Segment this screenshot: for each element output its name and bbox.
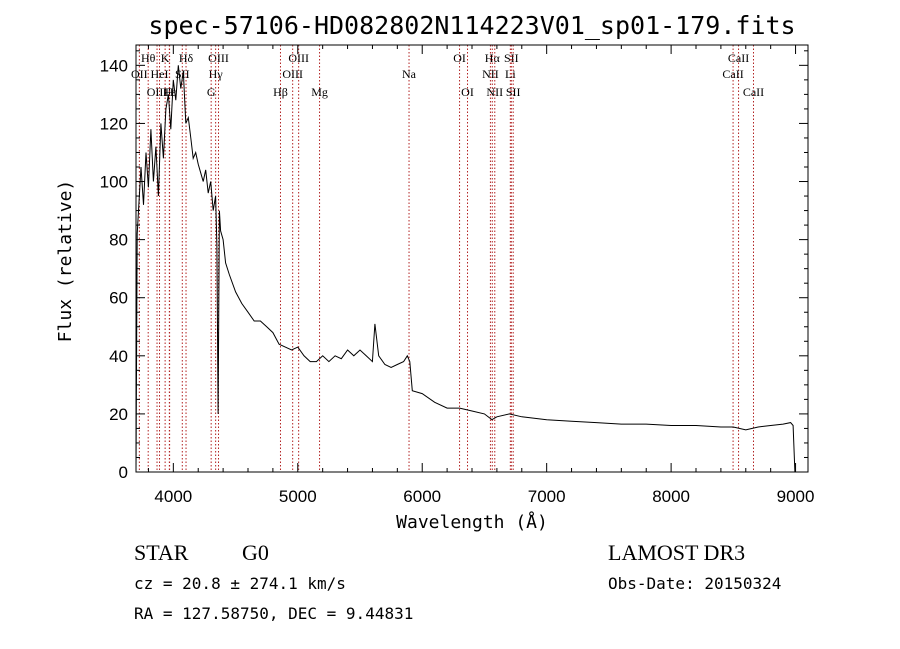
x-axis-label: Wavelength (Å) — [396, 511, 548, 533]
y-axis-label: Flux (relative) — [55, 180, 76, 343]
spectrum-line — [135, 65, 796, 473]
survey-name: LAMOST DR3 — [608, 540, 745, 565]
line-marker-label: Hθ — [141, 51, 156, 65]
line-marker-label: Hβ — [273, 85, 288, 99]
spectral-class: G0 — [242, 540, 269, 565]
y-axis-ticks: 0 20 40 60 80 100 120 140 — [100, 50, 808, 482]
line-marker-label: Hγ — [209, 67, 224, 81]
line-marker-label: NII — [486, 85, 503, 99]
x-tick-label: 6000 — [403, 487, 441, 506]
line-marker-label: CaII — [728, 51, 749, 65]
y-tick-label: 140 — [100, 56, 128, 75]
y-tick-label: 40 — [109, 347, 128, 366]
x-tick-label: 5000 — [279, 487, 317, 506]
line-marker-label: SII — [506, 85, 521, 99]
y-tick-label: 120 — [100, 114, 128, 133]
line-marker-label: OIII — [282, 67, 303, 81]
obs-date: Obs-Date: 20150324 — [608, 574, 781, 593]
object-type: STAR — [134, 540, 189, 565]
line-marker-label: CaII — [722, 67, 743, 81]
line-marker-label: Hα — [485, 51, 501, 65]
y-tick-label: 100 — [100, 173, 128, 192]
line-marker-label: Li — [505, 67, 516, 81]
line-marker-label: OII — [131, 67, 148, 81]
line-marker-label: OIII — [208, 51, 229, 65]
line-marker-label: SII — [504, 51, 519, 65]
y-tick-label: 80 — [109, 231, 128, 250]
y-tick-label: 20 — [109, 405, 128, 424]
line-marker-label: H — [165, 85, 174, 99]
line-marker-label: OI — [453, 51, 466, 65]
x-tick-label: 9000 — [777, 487, 815, 506]
ra-dec-line: RA = 127.58750, DEC = 9.44831 — [134, 604, 413, 623]
y-tick-label: 60 — [109, 289, 128, 308]
line-marker-label: OIII — [288, 51, 309, 65]
x-tick-label: 4000 — [154, 487, 192, 506]
line-marker-label: G — [207, 85, 216, 99]
line-marker-label: HeI — [151, 67, 169, 81]
line-marker-label: NII — [482, 67, 499, 81]
x-tick-label: 8000 — [652, 487, 690, 506]
line-marker-label: OIII — [147, 85, 168, 99]
line-marker-label: OI — [461, 85, 474, 99]
chart-title: spec-57106-HD082802N114223V01_sp01-179.f… — [148, 11, 795, 40]
redshift-line: cz = 20.8 ± 274.1 km/s — [134, 574, 346, 593]
line-marker-label: Na — [402, 67, 417, 81]
line-marker-label: CaII — [743, 85, 764, 99]
y-tick-label: 0 — [119, 463, 128, 482]
line-marker-label: K — [161, 51, 170, 65]
line-marker-label: Mg — [311, 85, 328, 99]
x-tick-label: 7000 — [528, 487, 566, 506]
plot-frame — [135, 44, 809, 473]
line-marker-label: Hδ — [179, 51, 194, 65]
x-axis-ticks: 4000 5000 6000 7000 8000 9000 — [147, 45, 815, 506]
